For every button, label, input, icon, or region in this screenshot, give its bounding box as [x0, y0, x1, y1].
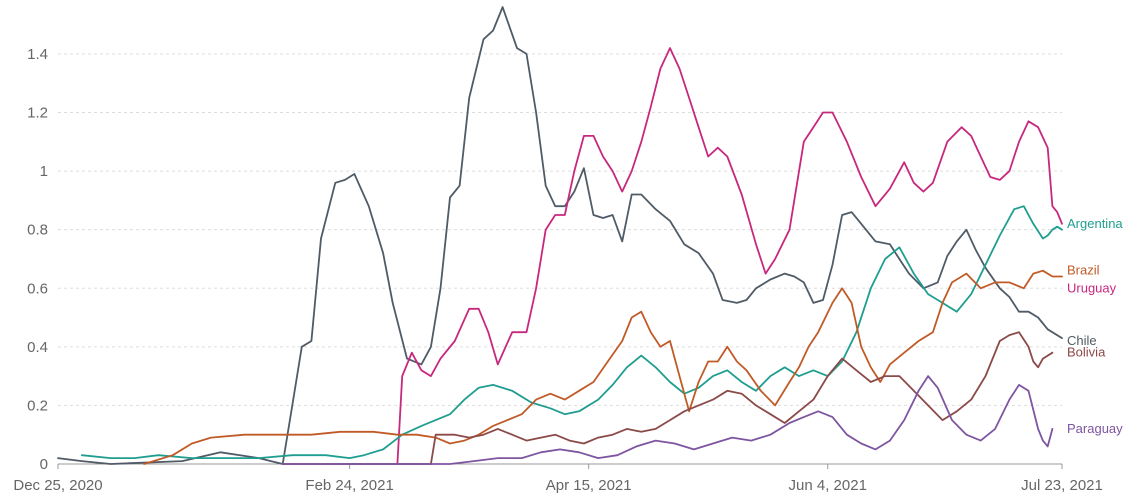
- y-tick-label: 1.2: [27, 105, 48, 122]
- series-line-uruguay: [396, 47, 1063, 465]
- series-label-uruguay: Uruguay: [1067, 280, 1117, 295]
- y-tick-label: 0.6: [27, 280, 48, 297]
- series-line-brazil: [143, 269, 1063, 465]
- x-tick-label: Apr 15, 2021: [546, 477, 632, 494]
- series-labels: Chile Uruguay Argentina Brazil Bolivia Paragu…: [1067, 216, 1123, 436]
- x-tick-label: Jul 23, 2021: [1021, 477, 1103, 494]
- y-axis-tick-labels: 0 0.2 0.4 0.6 0.8 1 1.2 1.4: [27, 46, 48, 473]
- x-tick-label: Jun 4, 2021: [789, 477, 867, 494]
- y-tick-label: 1: [40, 163, 48, 180]
- y-tick-label: 0: [40, 456, 48, 473]
- y-tick-label: 0.8: [27, 222, 48, 239]
- series-line-paraguay: [281, 375, 1054, 465]
- y-tick-label: 0.2: [27, 397, 48, 414]
- grid-lines: [58, 53, 1062, 406]
- y-tick-label: 0.4: [27, 339, 48, 356]
- x-tick-label: Feb 24, 2021: [305, 477, 393, 494]
- series-line-argentina: [81, 205, 1063, 459]
- x-axis-tick-labels: Dec 25, 2020 Feb 24, 2021 Apr 15, 2021 Jun …: [13, 464, 1103, 494]
- series-line-bolivia: [281, 331, 1054, 465]
- y-tick-label: 1.4: [27, 46, 48, 63]
- series-line-chile: [57, 6, 1063, 465]
- series-label-bolivia: Bolivia: [1067, 345, 1106, 360]
- series-label-argentina: Argentina: [1067, 216, 1123, 231]
- series-label-chile: Chile: [1067, 333, 1097, 348]
- series-label-paraguay: Paraguay: [1067, 421, 1123, 436]
- series-label-brazil: Brazil: [1067, 263, 1100, 278]
- x-tick-label: Dec 25, 2020: [13, 477, 102, 494]
- series-lines: [57, 6, 1063, 465]
